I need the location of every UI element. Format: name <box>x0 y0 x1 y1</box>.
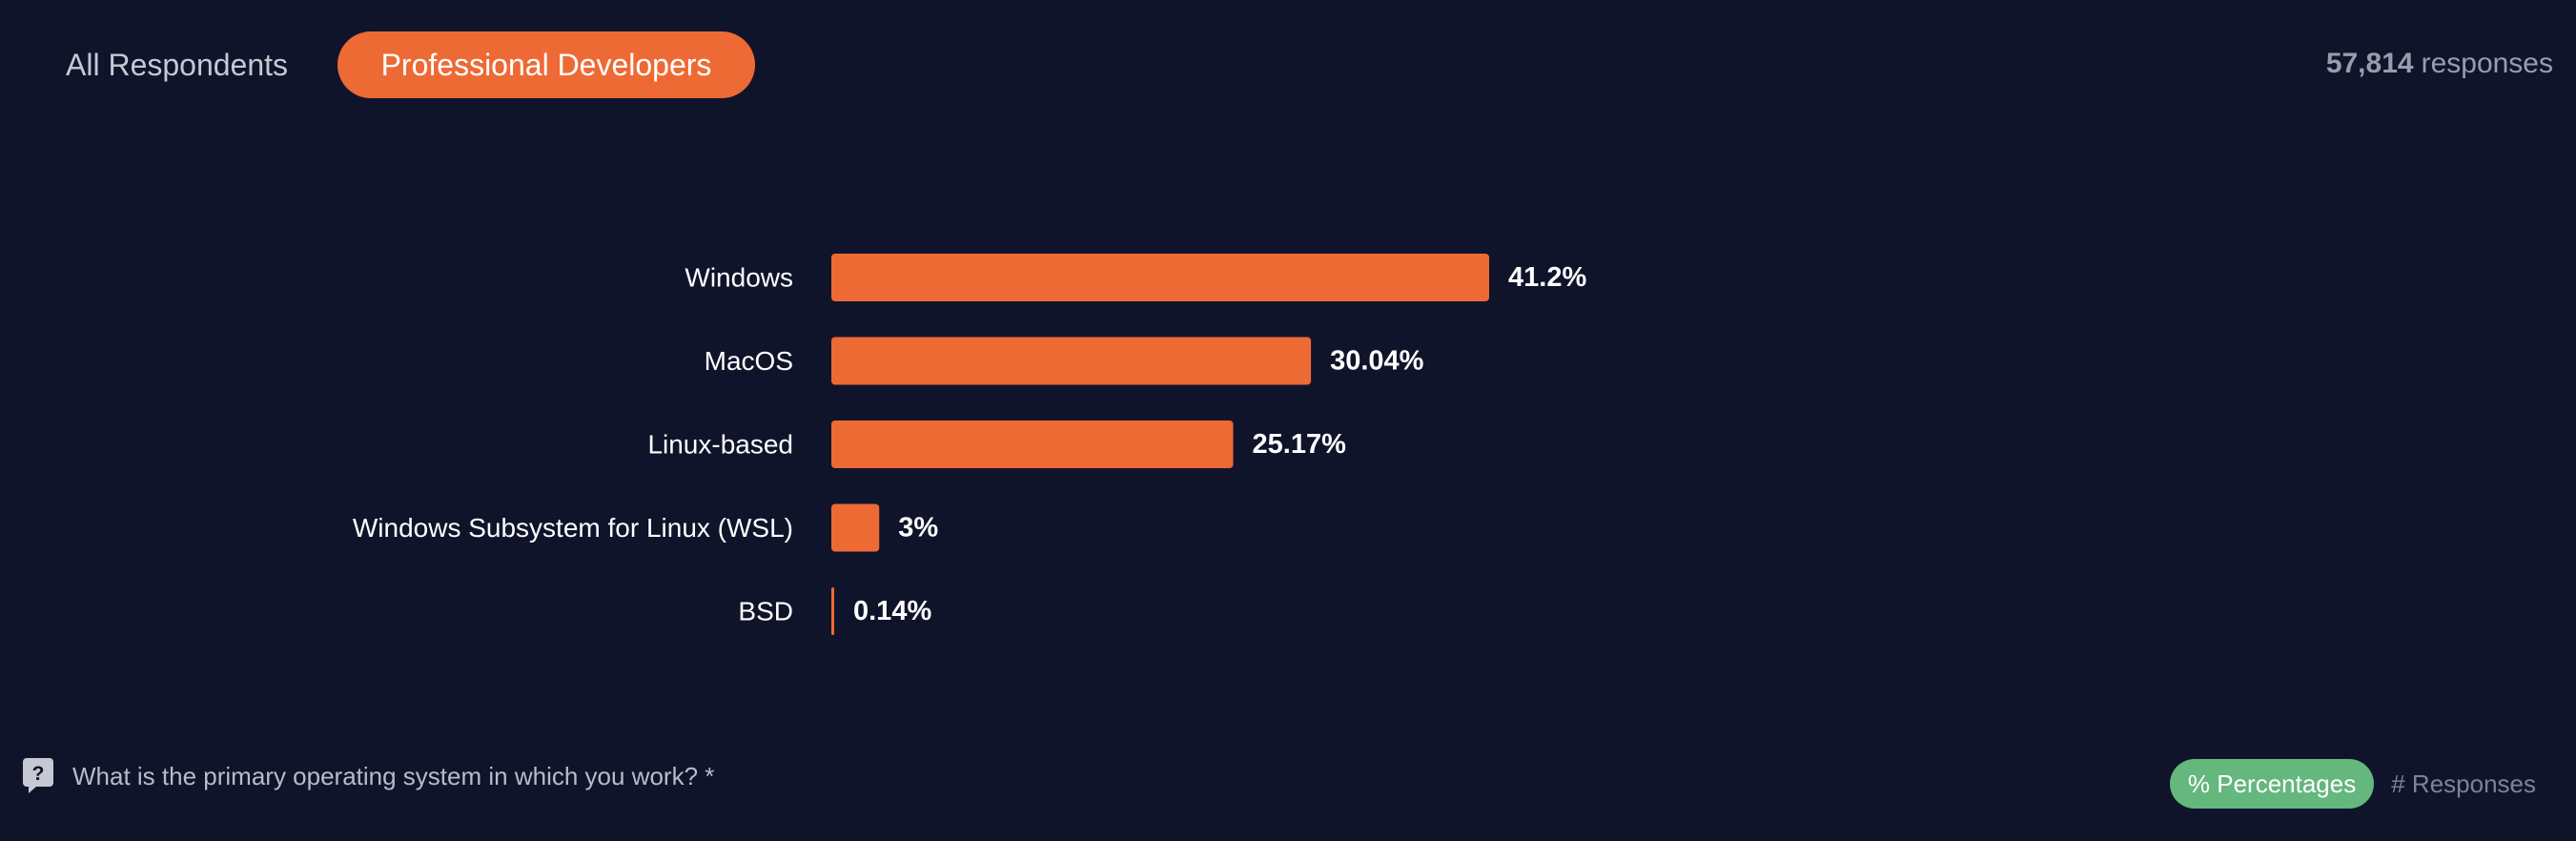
value-label: 3% <box>898 513 938 544</box>
category-label: Windows Subsystem for Linux (WSL) <box>353 513 793 543</box>
value-label: 25.17% <box>1253 429 1347 460</box>
help-icon: ? <box>23 758 53 793</box>
bar[interactable] <box>831 420 1234 468</box>
bar[interactable] <box>831 337 1312 385</box>
tab-all-respondents[interactable]: All Respondents <box>66 48 289 82</box>
category-label: Linux-based <box>647 430 793 460</box>
os-bar-chart: Windows 41.2% MacOS 30.04% Linux-based 25.17%… <box>353 254 1586 635</box>
category-label: Windows <box>685 263 793 293</box>
question-text: What is the primary operating system in … <box>72 761 715 790</box>
value-label: 41.2% <box>1508 262 1586 293</box>
bar[interactable] <box>831 503 880 552</box>
responses-suffix: responses <box>2421 48 2553 79</box>
category-label: BSD <box>738 597 793 626</box>
display-toggle: % Percentages # Responses <box>2169 759 2536 809</box>
bar[interactable] <box>831 254 1489 301</box>
responses-toggle[interactable]: # Responses <box>2391 769 2536 798</box>
bar[interactable] <box>831 587 834 635</box>
category-label: MacOS <box>705 346 793 376</box>
tab-professional-developers[interactable]: Professional Developers <box>337 31 755 98</box>
percentages-toggle[interactable]: % Percentages <box>2169 759 2375 809</box>
value-label: 0.14% <box>853 596 931 626</box>
responses-count-label: 57,814 responses <box>2326 48 2553 80</box>
value-label: 30.04% <box>1330 346 1424 377</box>
question-row: ? What is the primary operating system i… <box>23 758 714 794</box>
svg-text:?: ? <box>32 763 45 785</box>
responses-count: 57,814 <box>2325 48 2414 79</box>
